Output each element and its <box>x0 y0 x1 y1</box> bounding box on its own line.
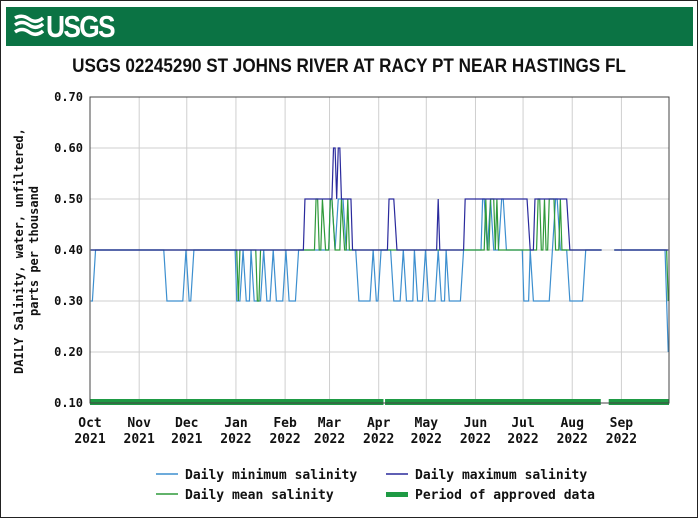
y-tick-label: 0.50 <box>54 192 83 206</box>
approved-data-bar <box>90 399 384 405</box>
x-tick-labels: Oct2021Nov2021Dec2021Jan2022Feb2022Mar20… <box>74 416 637 447</box>
legend-label: Daily minimum salinity <box>185 468 357 483</box>
chart-title: USGS 02245290 ST JOHNS RIVER AT RACY PT … <box>72 56 626 77</box>
series-line-daily-mean-salinity <box>614 249 669 302</box>
plot-border <box>89 96 670 404</box>
usgs-banner: USGS <box>6 7 693 46</box>
x-tick-year: 2022 <box>220 432 251 447</box>
series-line-daily-maximum-salinity <box>90 147 602 251</box>
x-tick-month: Dec <box>175 416 198 431</box>
y-tick-labels: 0.10 0.20 0.30 0.40 0.50 0.60 0.70 <box>54 90 83 410</box>
x-tick-year: 2022 <box>606 432 637 447</box>
legend-label: Daily mean salinity <box>185 488 334 503</box>
x-tick-year: 2021 <box>124 432 155 447</box>
approved-data-bars <box>90 399 669 405</box>
legend-label: Daily maximum salinity <box>415 468 587 483</box>
x-tick-year: 2021 <box>171 432 202 447</box>
x-tick-month: Aug <box>560 416 583 431</box>
x-tick-year: 2022 <box>460 432 491 447</box>
legend: Daily minimum salinity Daily maximum sali… <box>156 468 595 503</box>
y-tick-label: 0.20 <box>54 345 83 359</box>
x-tick-year: 2022 <box>557 432 588 447</box>
approved-data-bar <box>385 399 601 405</box>
y-tick-label: 0.30 <box>54 294 83 308</box>
x-tick-month: Sep <box>610 416 634 431</box>
y-tick-label: 0.10 <box>54 396 83 410</box>
y-tick-label: 0.70 <box>54 90 83 104</box>
legend-label: Period of approved data <box>415 488 595 503</box>
y-axis-label-line2: parts per thousand <box>27 186 41 316</box>
legend-swatch <box>386 492 408 497</box>
x-tick-year: 2022 <box>314 432 345 447</box>
x-tick-month: Feb <box>273 416 297 431</box>
usgs-logo: USGS <box>14 8 126 44</box>
y-axis-label-line1: DAILY Salinity, water, unfiltered, <box>12 128 26 374</box>
series-lines <box>90 147 669 353</box>
usgs-logo-text: USGS <box>46 8 116 44</box>
x-tick-month: May <box>415 416 439 431</box>
y-tick-label: 0.60 <box>54 141 83 155</box>
x-tick-year: 2022 <box>269 432 300 447</box>
y-tick-label: 0.40 <box>54 243 83 257</box>
series-line-daily-mean-salinity <box>90 198 602 302</box>
x-tick-month: Apr <box>367 416 391 431</box>
x-tick-month: Jun <box>464 416 487 431</box>
x-tick-month: Jul <box>511 416 534 431</box>
x-tick-month: Mar <box>318 416 342 431</box>
x-tick-year: 2021 <box>74 432 105 447</box>
x-tick-year: 2022 <box>507 432 538 447</box>
x-tick-month: Oct <box>78 416 101 431</box>
approved-data-bar <box>608 399 669 405</box>
x-tick-year: 2022 <box>363 432 394 447</box>
x-tick-month: Nov <box>127 416 151 431</box>
x-tick-year: 2022 <box>411 432 442 447</box>
usgs-wave-icon <box>14 14 44 36</box>
x-tick-month: Jan <box>224 416 247 431</box>
